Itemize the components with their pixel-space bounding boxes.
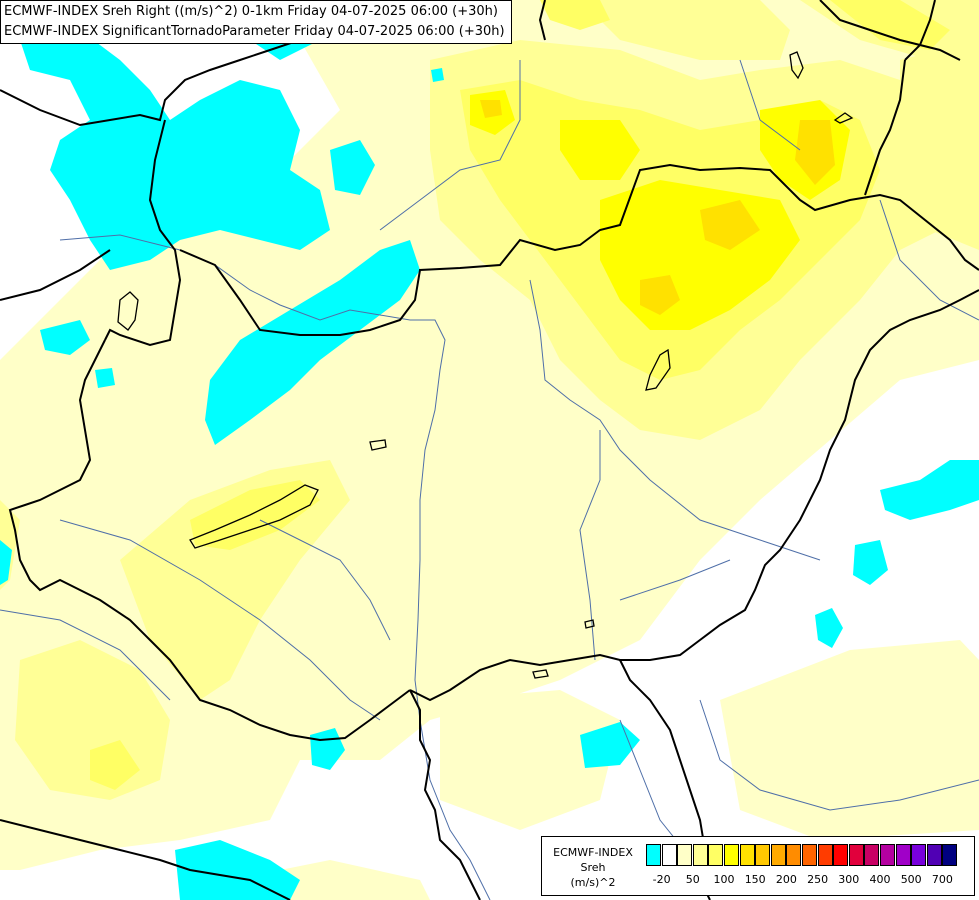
legend-swatch xyxy=(895,844,911,866)
map-title-line-2: ECMWF-INDEX SignificantTornadoParameter … xyxy=(4,24,505,39)
legend-swatch xyxy=(848,844,864,866)
legend-variable: Sreh xyxy=(580,861,606,874)
legend-swatch xyxy=(864,844,880,866)
legend-tick-label: 400 xyxy=(869,873,891,886)
legend-swatch xyxy=(692,844,708,866)
legend-tick-label: 700 xyxy=(931,873,953,886)
lakes xyxy=(117,51,854,679)
legend-tick-label: 300 xyxy=(838,873,860,886)
legend-swatch xyxy=(755,844,771,866)
legend-swatch xyxy=(677,844,693,866)
map-title-line-1: ECMWF-INDEX Sreh Right ((m/s)^2) 0-1km F… xyxy=(4,4,498,19)
legend-tick-label: 150 xyxy=(744,873,766,886)
legend-swatch xyxy=(724,844,739,866)
legend-swatch xyxy=(786,844,802,866)
legend-tick-label: 500 xyxy=(900,873,922,886)
legend-tick-label: 250 xyxy=(807,873,829,886)
legend-swatch xyxy=(817,844,833,866)
legend-swatch xyxy=(942,844,958,866)
color-legend: ECMWF-INDEX Sreh (m/s)^2 -20 50 100 150 200 2… xyxy=(541,836,975,896)
legend-swatch xyxy=(833,844,849,866)
legend-swatch xyxy=(739,844,755,866)
legend-unit: (m/s)^2 xyxy=(570,876,616,889)
legend-swatch xyxy=(911,844,927,866)
map-title-box: ECMWF-INDEX Sreh Right ((m/s)^2) 0-1km F… xyxy=(0,0,512,44)
legend-swatch xyxy=(926,844,942,866)
legend-swatch xyxy=(646,844,661,866)
legend-swatch xyxy=(770,844,786,866)
legend-swatch xyxy=(802,844,817,866)
legend-swatch xyxy=(661,844,677,866)
legend-tick-label: -20 xyxy=(652,873,671,886)
legend-swatch xyxy=(708,844,724,866)
field-gold xyxy=(480,100,835,315)
legend-label: ECMWF-INDEX Sreh (m/s)^2 xyxy=(548,845,638,890)
legend-tick-label: 100 xyxy=(713,873,735,886)
legend-swatch xyxy=(880,844,895,866)
legend-source: ECMWF-INDEX xyxy=(553,846,633,859)
legend-tick-label: 200 xyxy=(775,873,797,886)
legend-tick-label: 50 xyxy=(685,873,700,886)
lake-balaton xyxy=(189,484,319,549)
